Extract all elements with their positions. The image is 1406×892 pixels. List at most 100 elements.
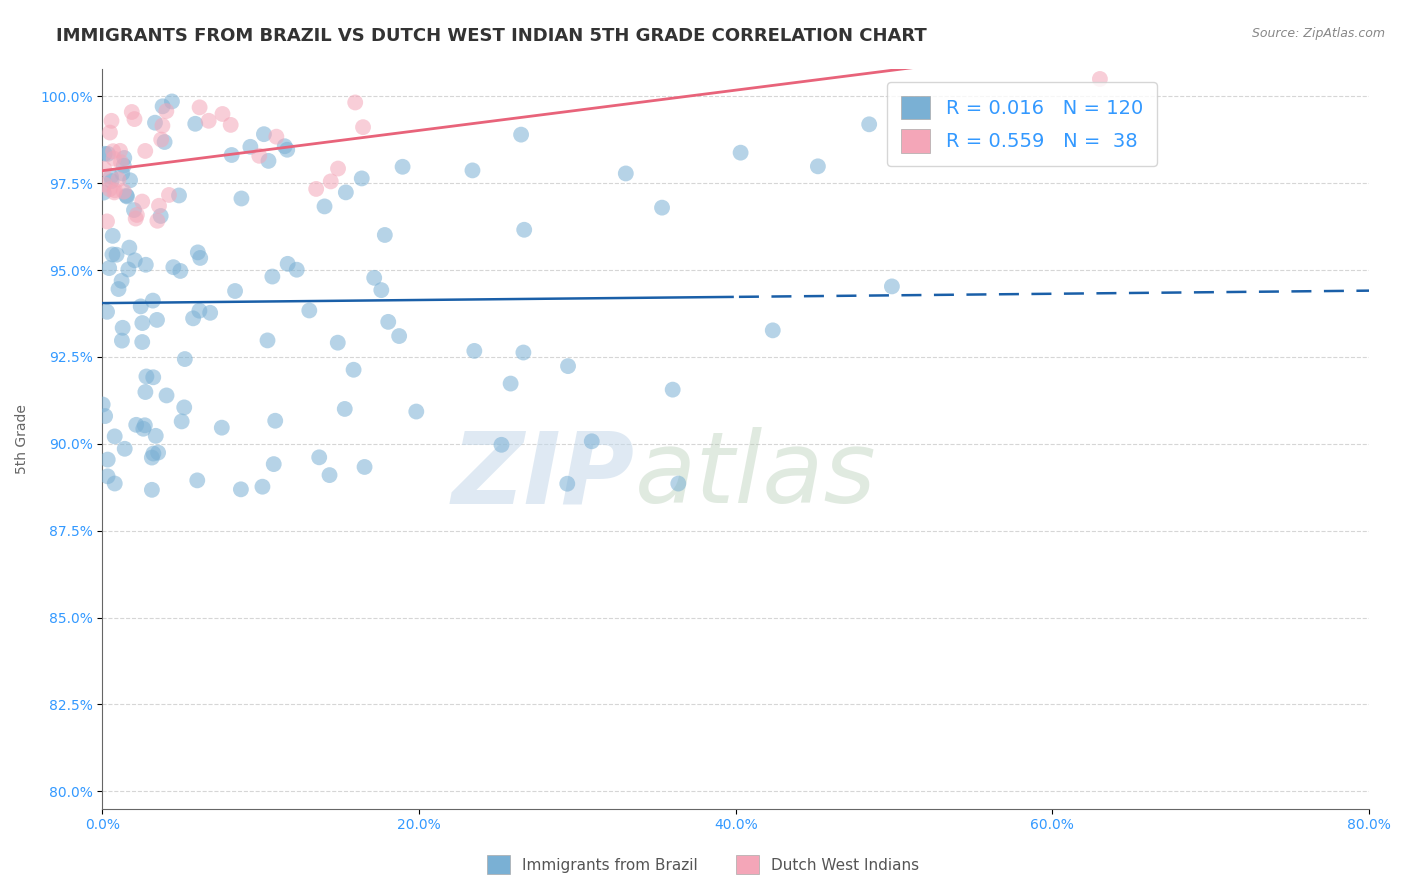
Point bbox=[107, 172, 129, 186]
Point bbox=[285, 262, 308, 277]
Point bbox=[103, 186, 125, 200]
Point bbox=[141, 450, 163, 465]
Point bbox=[188, 251, 211, 265]
Point bbox=[152, 99, 174, 113]
Point bbox=[335, 186, 357, 200]
Point bbox=[135, 369, 157, 384]
Point bbox=[148, 199, 170, 213]
Point bbox=[167, 188, 190, 202]
Point bbox=[149, 209, 172, 223]
Point bbox=[377, 315, 399, 329]
Point bbox=[112, 185, 135, 199]
Point bbox=[135, 258, 157, 272]
Point bbox=[124, 253, 146, 268]
Point bbox=[101, 247, 124, 261]
Point bbox=[107, 282, 129, 296]
Point bbox=[224, 284, 246, 298]
Legend: Immigrants from Brazil, Dutch West Indians: Immigrants from Brazil, Dutch West India… bbox=[481, 849, 925, 880]
Y-axis label: 5th Grade: 5th Grade bbox=[15, 404, 30, 474]
Point bbox=[96, 305, 118, 319]
Point bbox=[239, 140, 262, 154]
Point bbox=[160, 95, 183, 109]
Point bbox=[198, 306, 221, 320]
Text: ZIP: ZIP bbox=[451, 427, 634, 524]
Point bbox=[807, 159, 830, 173]
Point bbox=[298, 303, 321, 318]
Point bbox=[100, 169, 122, 184]
Point bbox=[146, 313, 169, 327]
Point bbox=[252, 480, 274, 494]
Point bbox=[326, 161, 349, 176]
Point bbox=[162, 260, 184, 275]
Point bbox=[555, 476, 578, 491]
Point bbox=[103, 152, 125, 166]
Point bbox=[305, 182, 328, 196]
Point bbox=[134, 418, 156, 433]
Point bbox=[115, 188, 138, 202]
Point bbox=[93, 178, 115, 192]
Point bbox=[188, 303, 211, 318]
Point bbox=[129, 299, 152, 313]
Point bbox=[110, 155, 132, 169]
Point bbox=[112, 159, 135, 173]
Point bbox=[181, 311, 204, 326]
Point bbox=[276, 143, 298, 157]
Point bbox=[253, 127, 276, 141]
Point bbox=[308, 450, 330, 465]
Point bbox=[143, 116, 166, 130]
Point bbox=[146, 214, 169, 228]
Point bbox=[120, 173, 142, 187]
Point bbox=[274, 139, 297, 153]
Point bbox=[370, 283, 392, 297]
Point bbox=[110, 274, 132, 288]
Point bbox=[661, 383, 683, 397]
Point bbox=[115, 189, 138, 203]
Point bbox=[97, 469, 120, 483]
Point bbox=[93, 186, 115, 200]
Point bbox=[858, 117, 880, 131]
Point bbox=[262, 269, 284, 284]
Point bbox=[221, 148, 243, 162]
Point bbox=[121, 105, 143, 120]
Point bbox=[666, 476, 689, 491]
Point bbox=[142, 446, 165, 460]
Point bbox=[124, 112, 146, 126]
Point bbox=[124, 211, 146, 226]
Point bbox=[211, 107, 233, 121]
Legend: R = 0.016   N = 120, R = 0.559   N =  38: R = 0.016 N = 120, R = 0.559 N = 38 bbox=[887, 82, 1157, 166]
Point bbox=[98, 261, 121, 276]
Point bbox=[104, 476, 127, 491]
Point bbox=[264, 414, 287, 428]
Point bbox=[112, 151, 135, 165]
Point bbox=[145, 429, 167, 443]
Point bbox=[188, 100, 211, 114]
Point bbox=[256, 334, 278, 348]
Point bbox=[131, 316, 153, 330]
Point bbox=[229, 483, 252, 497]
Point bbox=[142, 293, 165, 308]
Point bbox=[344, 95, 367, 110]
Point bbox=[114, 442, 136, 456]
Point bbox=[557, 359, 579, 373]
Point bbox=[111, 166, 134, 180]
Point bbox=[391, 160, 413, 174]
Point bbox=[97, 147, 120, 161]
Point bbox=[512, 345, 534, 359]
Point bbox=[405, 404, 427, 418]
Point bbox=[499, 376, 522, 391]
Point bbox=[101, 144, 124, 158]
Text: atlas: atlas bbox=[634, 427, 876, 524]
Point bbox=[247, 149, 270, 163]
Point bbox=[187, 245, 209, 260]
Point bbox=[352, 120, 374, 135]
Point bbox=[186, 474, 208, 488]
Point bbox=[1088, 72, 1111, 87]
Point bbox=[125, 208, 148, 222]
Point bbox=[98, 182, 121, 196]
Point bbox=[132, 422, 155, 436]
Point bbox=[142, 370, 165, 384]
Point bbox=[211, 420, 233, 434]
Point bbox=[263, 457, 285, 471]
Point bbox=[131, 334, 153, 349]
Point bbox=[153, 135, 176, 149]
